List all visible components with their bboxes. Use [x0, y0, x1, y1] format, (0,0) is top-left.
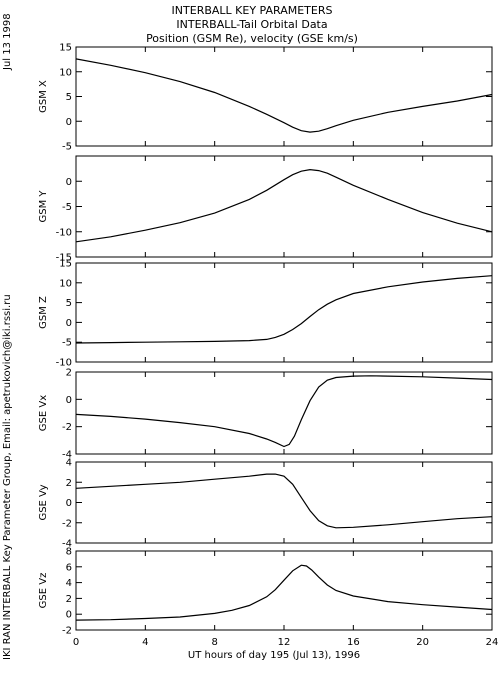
- y-tick-label: 0: [66, 610, 72, 621]
- y-tick-label: 8: [66, 547, 72, 558]
- series-line: [75, 564, 493, 621]
- y-tick-label: -5: [62, 338, 72, 349]
- x-axis-label: UT hours of day 195 (Jul 13), 1996: [188, 650, 360, 661]
- y-tick-label: -2: [62, 626, 72, 637]
- y-tick-label: 4: [66, 578, 72, 589]
- panel-frame: [75, 461, 493, 544]
- y-tick-label: -4: [62, 450, 72, 461]
- y-tick-label: -15: [56, 253, 72, 264]
- series-line: [75, 168, 493, 243]
- y-tick-label: 4: [66, 458, 72, 469]
- y-axis-label: GSE Vx: [38, 395, 49, 431]
- x-tick-label: 12: [278, 637, 291, 648]
- y-tick-label: 15: [59, 259, 72, 270]
- x-tick-label: 8: [211, 637, 217, 648]
- series-line: [75, 375, 493, 448]
- y-axis-label: GSM Z: [38, 296, 49, 329]
- x-tick-label: 16: [347, 637, 360, 648]
- y-tick-label: 15: [59, 43, 72, 54]
- x-tick-label: 24: [486, 637, 499, 648]
- y-tick-label: 5: [66, 92, 72, 103]
- y-tick-label: 10: [59, 67, 72, 78]
- x-tick-label: 20: [416, 637, 429, 648]
- y-tick-label: -10: [56, 358, 72, 369]
- y-tick-label: -2: [62, 422, 72, 433]
- series-line: [75, 275, 493, 344]
- y-tick-label: 2: [66, 594, 72, 605]
- y-tick-label: 6: [66, 562, 72, 573]
- y-tick-label: 0: [66, 177, 72, 188]
- y-tick-label: 0: [66, 318, 72, 329]
- y-tick-label: -4: [62, 539, 72, 550]
- y-axis-label: GSM Y: [38, 190, 49, 223]
- series-line: [75, 473, 493, 529]
- y-axis-label: GSE Vy: [38, 484, 49, 520]
- chart-title-line-2: INTERBALL-Tail Orbital Data: [176, 18, 328, 31]
- series-line: [75, 58, 493, 133]
- y-tick-label: 10: [59, 278, 72, 289]
- panel-frame: [75, 46, 493, 147]
- y-tick-label: 0: [66, 498, 72, 509]
- y-tick-label: -10: [56, 227, 72, 238]
- x-tick-label: 4: [142, 637, 148, 648]
- panel-frame: [75, 371, 493, 455]
- y-tick-label: -5: [62, 142, 72, 153]
- y-tick-label: 2: [66, 478, 72, 489]
- y-tick-label: 2: [66, 368, 72, 379]
- y-tick-label: -2: [62, 518, 72, 529]
- panel-frame: [75, 155, 493, 258]
- y-tick-label: 0: [66, 395, 72, 406]
- y-tick-label: 5: [66, 298, 72, 309]
- panel-frame: [75, 262, 493, 363]
- y-tick-label: 0: [66, 117, 72, 128]
- y-axis-label: GSM X: [38, 80, 49, 113]
- y-axis-label: GSE Vz: [38, 573, 49, 609]
- chart-title-line-1: INTERBALL KEY PARAMETERS: [171, 4, 333, 17]
- chart-title-line-3: Position (GSM Re), velocity (GSE km/s): [146, 32, 358, 45]
- y-tick-label: -5: [62, 202, 72, 213]
- x-tick-label: 0: [73, 637, 79, 648]
